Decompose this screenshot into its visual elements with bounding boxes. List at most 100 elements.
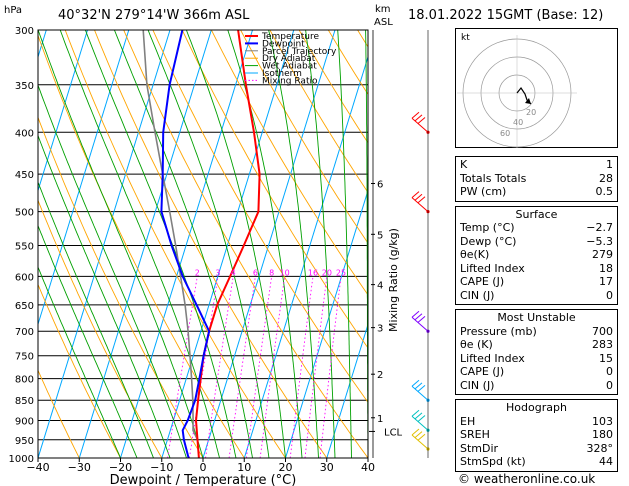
dry-adiabat-line: [269, 30, 368, 194]
isotherm-line: [243, 55, 368, 458]
wind-barb: [411, 428, 430, 451]
most-unstable-title: Most Unstable: [497, 311, 576, 324]
temperature-tick-label: 30: [320, 461, 334, 474]
mixing-ratio-line: [167, 276, 198, 458]
pressure-tick-label: 600: [15, 272, 34, 283]
wet-adiabat-line: [268, 30, 319, 458]
temperature-tick-label: 20: [279, 461, 293, 474]
datetime-title: 18.01.2022 15GMT (Base: 12): [408, 8, 604, 23]
legend-entry: Temperature: [261, 32, 319, 42]
wind-barb-feather: [417, 196, 426, 204]
index-label: PW (cm): [460, 185, 507, 198]
surface-label: Temp (°C): [460, 221, 515, 234]
surface-title: Surface: [515, 207, 558, 221]
mixing-ratio-axis-label: Mixing Ratio (g/kg): [387, 228, 400, 332]
isotherm-line: [38, 30, 171, 458]
pressure-tick-label: 900: [15, 417, 34, 428]
temperature-tick-label: 40: [361, 461, 375, 474]
index-row: Totals Totals 28: [460, 172, 613, 186]
index-value: 28: [599, 171, 613, 185]
most-unstable-value: 15: [599, 351, 613, 365]
hodograph-ring-label: 40: [513, 118, 523, 127]
dry-adiabat-line: [38, 116, 204, 458]
temperature-tick-label: −20: [109, 461, 132, 474]
wind-barb-staff: [411, 415, 429, 431]
indices-box: K 1 Totals Totals 28 PW (cm) 0.5: [455, 156, 618, 202]
dry-adiabat-line: [240, 30, 368, 244]
legend-entry: Dewpoint: [262, 39, 305, 49]
hodograph-stat-value: 328°: [586, 441, 614, 455]
km-tick-label: 4: [377, 281, 383, 292]
pressure-tick-label: 850: [15, 396, 34, 407]
surface-label: Dewp (°C): [460, 234, 517, 248]
wind-barb-feather: [417, 117, 426, 124]
wind-barb-feather: [417, 415, 426, 422]
hodograph-table-box: Hodograph EH 103 SREH 180 StmDir 328° StmSpd (…: [455, 399, 618, 472]
wind-barb-feather: [414, 313, 423, 321]
km-tick-label: 2: [377, 370, 383, 381]
dry-adiabat-line: [210, 30, 368, 296]
hodograph-stat-label: SREH: [460, 428, 490, 441]
surface-row: Lifted Index 18: [460, 262, 613, 276]
wet-adiabat-line: [84, 30, 237, 458]
legend-entry: Mixing Ratio: [262, 76, 318, 86]
hodograph-table-title: Hodograph: [506, 401, 567, 414]
wind-barb: [411, 379, 430, 402]
legend-entry: Dry Adiabat: [262, 54, 316, 64]
wind-barb-staff: [411, 434, 429, 450]
dry-adiabat-line: [152, 30, 368, 404]
surface-row: CIN (J) 0: [460, 289, 613, 303]
index-label: Totals Totals: [460, 171, 527, 185]
pressure-tick-label: 400: [15, 128, 34, 139]
mixing-ratio-label: 4: [231, 268, 236, 277]
pressure-tick-label: 950: [15, 436, 34, 447]
hodograph-stat-value: 180: [592, 428, 613, 441]
surface-value: 279: [592, 248, 613, 261]
location-title: 40°32'N 279°14'W 366m ASL: [58, 8, 250, 23]
pressure-tick-label: 1000: [9, 454, 34, 465]
wind-barb-feather: [411, 409, 420, 417]
surface-row: CAPE (J) 17: [460, 275, 613, 289]
wind-barb-staff: [411, 117, 429, 133]
wind-barb-feather: [411, 111, 420, 119]
wind-barb-feather: [414, 431, 423, 438]
most-unstable-box: Most Unstable Pressure (mb) 700 θe (K) 283 L…: [455, 309, 618, 395]
km-tick-label: 5: [377, 230, 383, 241]
temperature-line: [194, 30, 261, 458]
surface-row: Dewp (°C) −5.3: [460, 235, 613, 249]
hodograph-frame: [455, 28, 618, 148]
most-unstable-label: CAPE (J): [460, 365, 505, 378]
most-unstable-label: Pressure (mb): [460, 324, 537, 338]
mixing-ratio-label: 25: [336, 268, 346, 277]
dry-adiabat-line: [38, 34, 245, 458]
info-panel: K 1 Totals Totals 28 PW (cm) 0.5 Surface Temp…: [455, 156, 618, 476]
hodograph-stat-label: StmSpd (kt): [460, 455, 526, 468]
isotherm-line: [285, 188, 368, 458]
surface-label: CIN (J): [460, 288, 495, 302]
hodograph-stat-value: 44: [599, 455, 613, 468]
mixing-ratio-line: [228, 276, 256, 458]
wind-barb-feather: [417, 385, 426, 392]
wet-adiabat-line: [147, 30, 270, 458]
surface-label: Lifted Index: [460, 261, 525, 275]
wet-adiabat-line: [185, 30, 286, 458]
mixing-ratio-label: 8: [269, 268, 274, 277]
hodograph-stat-label: StmDir: [460, 441, 499, 455]
mixing-ratio-line: [245, 276, 273, 458]
dry-adiabat-line: [181, 30, 368, 349]
surface-value: −2.7: [586, 221, 613, 234]
wind-barb-feather: [414, 114, 423, 122]
wind-barb: [411, 111, 430, 134]
copyright-footer: © weatheronline.co.uk: [458, 472, 596, 486]
isotherm-line: [78, 30, 212, 458]
most-unstable-label: CIN (J): [460, 378, 495, 392]
x-axis-label: Dewpoint / Temperature (°C): [110, 473, 297, 486]
hodograph-ring-label: 60: [500, 129, 510, 138]
mixing-ratio-label: 3: [215, 268, 220, 277]
temperature-tick-label: −40: [26, 461, 49, 474]
surface-box: Surface Temp (°C) −2.7 Dewp (°C) −5.3 θe(K) 2…: [455, 205, 618, 305]
hodograph-stat-value: 103: [592, 414, 613, 428]
legend-entry: Isotherm: [262, 69, 302, 79]
wet-adiabat-line: [38, 134, 171, 458]
